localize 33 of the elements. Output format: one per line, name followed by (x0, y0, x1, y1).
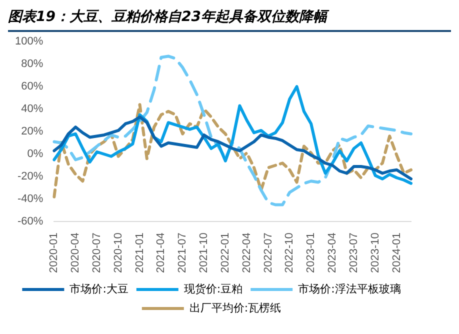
x-tick-label: 2020-07 (90, 232, 103, 274)
x-tick-label: 2023-04 (326, 232, 339, 274)
y-tick-label: 100% (14, 36, 44, 48)
x-tick-label: 2023-10 (369, 232, 382, 274)
x-tick-label: 2020-04 (70, 232, 82, 274)
line-series (52, 54, 412, 206)
y-tick-label: 20% (21, 126, 44, 138)
legend-label: 市场价:大豆 (70, 282, 128, 296)
x-tick-label: 2022-07 (262, 232, 274, 274)
x-tick-label: 2022-01 (219, 232, 232, 274)
y-tick-label: 0% (27, 148, 44, 160)
x-tick-label: 2022-04 (240, 232, 253, 274)
x-tick-label: 2021-07 (176, 232, 189, 274)
x-tick-label: 2021-04 (155, 232, 168, 274)
y-tick-label: -60% (17, 216, 44, 228)
x-tick-label: 2023-07 (348, 232, 360, 274)
legend-label: 出厂平均价:瓦楞纸 (189, 301, 282, 314)
line-series (52, 103, 412, 198)
x-tick-label: 2020-01 (48, 232, 60, 274)
x-tick-label: 2024-01 (390, 232, 403, 274)
x-tick-label: 2021-01 (134, 232, 146, 274)
x-tick-label: 2023-01 (305, 232, 318, 274)
y-tick-label: 60% (21, 80, 44, 93)
chart-title: 图表19：大豆、豆粕价格自23年起具备双位数降幅 (8, 8, 451, 32)
y-tick-label: -20% (17, 170, 44, 183)
y-tick-label: 80% (21, 58, 44, 70)
x-tick-label: 2020-10 (112, 232, 124, 274)
y-tick-label: 40% (21, 103, 44, 116)
y-tick-label: -40% (17, 193, 44, 206)
x-tick-label: 2021-10 (198, 232, 210, 274)
legend-label: 现货价:豆粕 (184, 282, 243, 296)
x-tick-label: 2022-10 (284, 232, 296, 274)
legend-label: 市场价:浮法平板玻璃 (298, 282, 401, 296)
